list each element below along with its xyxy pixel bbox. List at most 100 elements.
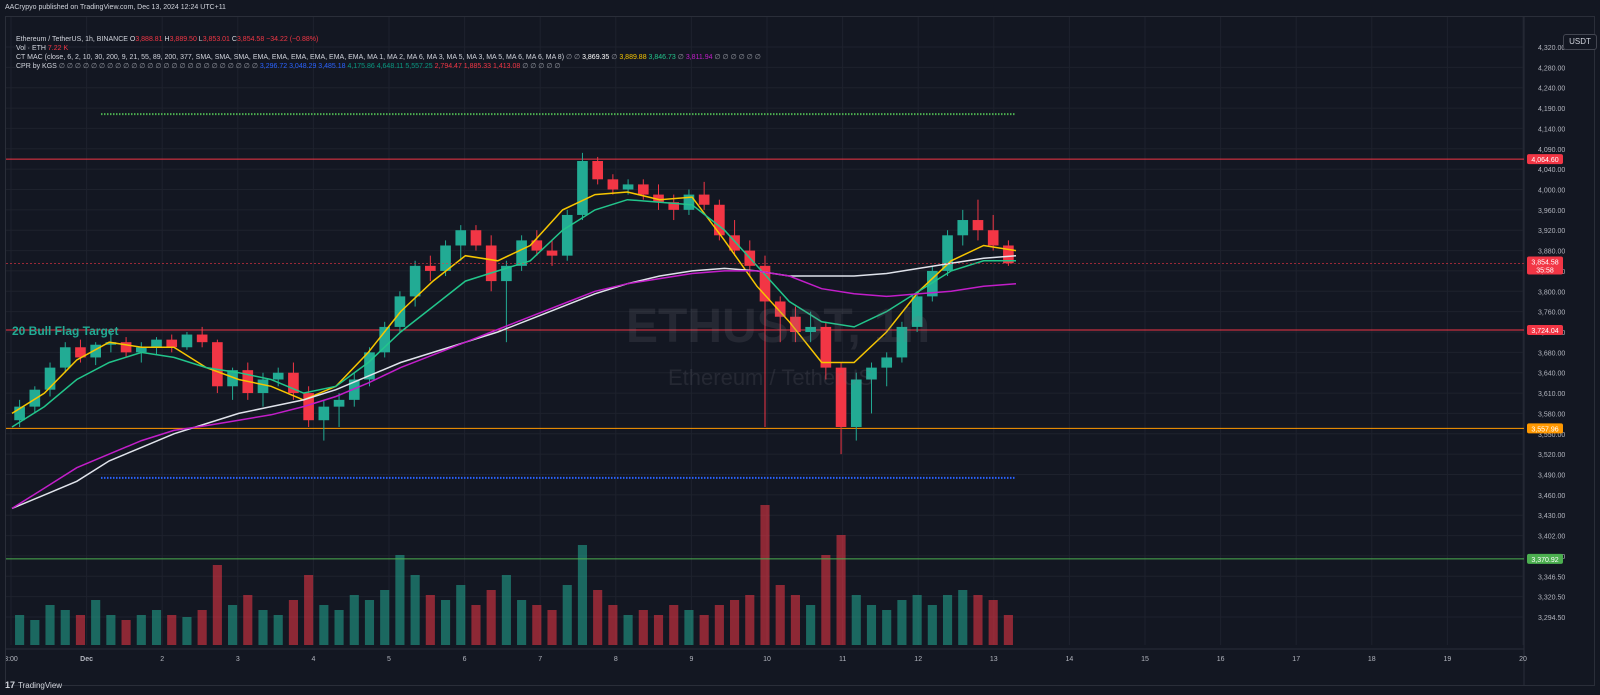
volume-bar [714, 605, 724, 645]
candle-body [866, 367, 877, 380]
mac-label: CT MAC (close, 6, 2, 10, 30, 200, 9, 21,… [16, 54, 565, 61]
cpr-value-1: 3,296.72 [259, 63, 288, 70]
price-tick-label: 4,190.00 [1538, 106, 1565, 113]
time-tick-label: 2 [160, 656, 164, 663]
symbol-title: Ethereum / TetherUS, 1h, BINANCE [16, 36, 128, 43]
volume-bar [1003, 615, 1013, 645]
mac-value-3: 3,846.73 [648, 54, 676, 61]
candle-body [957, 220, 969, 236]
cpr-value-8: 1,885.33 [463, 63, 492, 70]
time-tick-label: 10 [763, 656, 771, 663]
price-tick-label: 3,800.00 [1538, 289, 1565, 296]
cpr-value-3: 3,485.18 [318, 63, 346, 70]
volume-bar [912, 595, 922, 645]
volume-bar [121, 620, 131, 645]
candle-body [303, 393, 314, 421]
volume-bar [973, 595, 983, 645]
volume-bar [410, 575, 420, 645]
open-value: 3,888.81 [135, 36, 163, 43]
last-price-label: 3,854.58 [1531, 260, 1558, 267]
volume-bar [730, 600, 740, 645]
candle-body [653, 194, 664, 203]
tradingview-logo-icon: 17 [5, 680, 16, 690]
candle-body [820, 326, 832, 368]
candle-body [257, 379, 269, 394]
price-tick-label: 3,760.00 [1538, 310, 1565, 317]
level-price-label: 3,724.04 [1531, 328, 1558, 335]
mac-value-4: 3,811.94 [685, 54, 713, 61]
cpr-nulls: ∅ ∅ ∅ ∅ ∅ ∅ ∅ ∅ ∅ ∅ ∅ ∅ ∅ ∅ ∅ ∅ ∅ ∅ ∅ ∅ … [58, 63, 258, 70]
volume-bar [517, 600, 527, 645]
price-chart[interactable]: 4,320.00 4,280.00 4,240.00 4,190.00 4,140.00… [6, 17, 1594, 685]
close-value: 3,854.58 [236, 36, 265, 43]
candle-body [14, 406, 25, 421]
level-price-tag [1527, 553, 1563, 564]
cpr-value-4: 4,175.86 [347, 63, 375, 70]
time-tick-label: 18 [1368, 656, 1376, 663]
volume-bar [593, 590, 603, 645]
high-value: 3,889.50 [169, 36, 197, 43]
candle-body [759, 265, 771, 302]
volume-bar [638, 610, 648, 645]
volume-bar [334, 610, 344, 645]
volume-bar [501, 575, 511, 645]
volume-bar [273, 615, 283, 645]
volume-bar [790, 595, 800, 645]
time-tick-label: 9 [689, 656, 693, 663]
volume-bar [562, 585, 572, 645]
candle-body [135, 347, 147, 353]
last-price-tag [1527, 256, 1563, 275]
price-tick-label: 3,346.50 [1538, 574, 1565, 581]
time-tick-label: Dec [80, 656, 93, 663]
symbol-legend: Ethereum / TetherUS, 1h, BINANCE O3,888.… [16, 35, 318, 45]
candle-body [896, 326, 908, 358]
time-tick-label: 4 [311, 656, 315, 663]
cpr-label: CPR by KGS [16, 63, 57, 70]
time-tick-label: 16 [1217, 656, 1225, 663]
level-price-label: 3,557.96 [1531, 426, 1558, 433]
volume-legend: Vol · ETH 7.22 K [16, 44, 68, 54]
cpr-legend: CPR by KGS ∅ ∅ ∅ ∅ ∅ ∅ ∅ ∅ ∅ ∅ ∅ ∅ ∅ ∅ ∅… [16, 62, 560, 72]
volume-bar [927, 605, 937, 645]
volume-bar [988, 600, 998, 645]
close-label: C [231, 36, 237, 43]
bar-countdown-label: 35:58 [1536, 268, 1554, 275]
mac-null-2: ∅ [611, 54, 618, 61]
footer-brand[interactable]: 17 TradingView [5, 680, 62, 690]
candle-body [911, 296, 923, 327]
time-tick-label: 13 [990, 656, 998, 663]
candle-body [364, 352, 375, 380]
cpr-value-7: 2,794.47 [434, 63, 462, 70]
price-tick-label: 3,960.00 [1538, 208, 1565, 215]
candle-body [272, 372, 284, 380]
volume-bar [243, 595, 253, 645]
cpr-null-tail: ∅ ∅ ∅ ∅ ∅ [522, 63, 561, 70]
volume-bar [623, 615, 633, 645]
volume-bar [897, 600, 907, 645]
candle-body [592, 161, 603, 180]
level-price-tag [1527, 154, 1563, 165]
price-tick-label: 3,550.00 [1538, 432, 1565, 439]
currency-button[interactable]: USDT [1563, 34, 1597, 50]
chart-frame: 4,320.00 4,280.00 4,240.00 4,190.00 4,140.00… [5, 16, 1597, 686]
volume-bar [349, 595, 359, 645]
volume-bar [851, 595, 861, 645]
candle-body [698, 194, 710, 205]
candle-body [790, 316, 801, 332]
mac-value-2: 3,889.88 [619, 54, 647, 61]
candle-body [151, 339, 162, 348]
volume-bar [136, 615, 146, 645]
candle-body [835, 367, 847, 427]
volume-bar [60, 610, 70, 645]
time-tick-label: 19 [1444, 656, 1452, 663]
candle-body [333, 399, 345, 407]
candle-body [668, 202, 680, 210]
volume-bar [75, 615, 86, 645]
price-tick-label: 3,880.00 [1538, 249, 1565, 256]
volume-bar [15, 615, 25, 645]
candle-body [75, 347, 86, 358]
candle-body [637, 184, 649, 195]
candle-body [546, 250, 558, 256]
volume-bar [577, 545, 588, 645]
price-tick-label: 3,430.00 [1538, 513, 1565, 520]
